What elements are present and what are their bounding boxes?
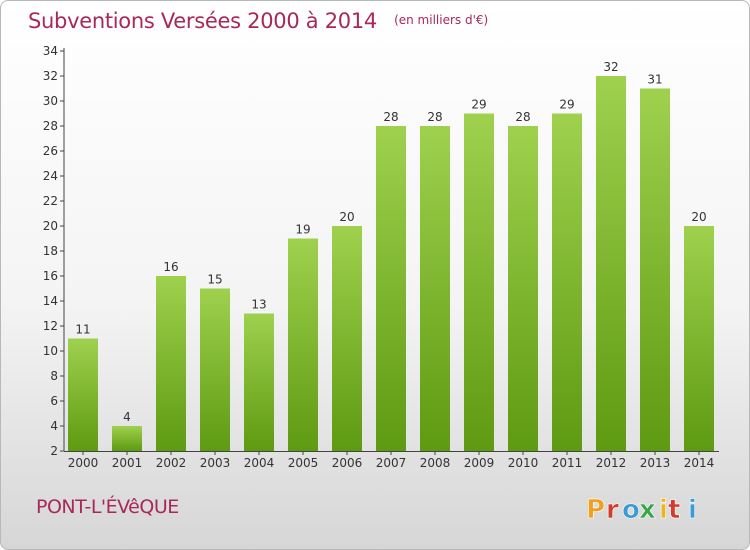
bar-2007: [376, 126, 406, 451]
y-tick-label-16: 16: [43, 269, 58, 283]
svg-text:r: r: [606, 495, 619, 525]
y-tick-label-24: 24: [43, 169, 58, 183]
y-tick-label-32: 32: [43, 69, 58, 83]
bar-2011: [552, 113, 582, 451]
value-label-2005: 19: [295, 223, 310, 237]
bar-2000: [68, 338, 98, 451]
bar-2006: [332, 226, 362, 451]
x-tick-label-2003: 2003: [200, 456, 231, 470]
chart-subtitle: (en milliers d'€): [394, 13, 489, 27]
place-name: PONT-L'ÉVêQUE: [36, 496, 179, 518]
bar-2003: [200, 288, 230, 451]
svg-text:P: P: [586, 495, 605, 525]
y-tick-label-2: 2: [50, 444, 58, 458]
y-tick-label-8: 8: [50, 369, 58, 383]
bar-2002: [156, 276, 186, 451]
x-tick-label-2006: 2006: [332, 456, 363, 470]
y-tick-label-26: 26: [43, 144, 58, 158]
bar-2005: [288, 238, 318, 451]
x-tick-label-2002: 2002: [156, 456, 187, 470]
svg-text:i: i: [688, 495, 697, 525]
x-tick-label-2000: 2000: [68, 456, 99, 470]
value-label-2006: 20: [339, 210, 354, 224]
x-tick-label-2007: 2007: [376, 456, 407, 470]
y-tick-label-6: 6: [50, 394, 58, 408]
y-tick-label-14: 14: [43, 294, 58, 308]
value-label-2011: 29: [559, 98, 574, 112]
bar-2001: [112, 426, 142, 451]
bar-2014: [684, 226, 714, 451]
value-label-2001: 4: [123, 410, 131, 424]
y-tick-label-10: 10: [43, 344, 58, 358]
value-label-2000: 11: [75, 323, 90, 337]
x-tick-label-2008: 2008: [420, 456, 451, 470]
title-block: Subventions Versées 2000 à 2014 (en mill…: [28, 9, 488, 33]
bar-2004: [244, 313, 274, 451]
bar-2008: [420, 126, 450, 451]
bar-2010: [508, 126, 538, 451]
x-tick-label-2010: 2010: [508, 456, 539, 470]
value-label-2002: 16: [163, 260, 178, 274]
svg-text:t: t: [668, 495, 680, 525]
y-tick-label-30: 30: [43, 94, 58, 108]
value-label-2012: 32: [603, 60, 618, 74]
x-tick-label-2011: 2011: [552, 456, 583, 470]
y-tick-label-28: 28: [43, 119, 58, 133]
value-label-2009: 29: [471, 98, 486, 112]
value-label-2007: 28: [383, 110, 398, 124]
y-tick-label-20: 20: [43, 219, 58, 233]
chart-title: Subventions Versées 2000 à 2014: [28, 9, 377, 33]
axis-layer: 2000 2001 2002 2003 2004 2005 2006 2007 2008 2009…: [43, 44, 719, 470]
svg-text:o: o: [622, 495, 640, 525]
x-tick-label-2013: 2013: [640, 456, 671, 470]
value-label-2008: 28: [427, 110, 442, 124]
y-tick-label-4: 4: [50, 419, 58, 433]
y-tick-label-12: 12: [43, 319, 58, 333]
value-label-2014: 20: [691, 210, 706, 224]
x-tick-label-2001: 2001: [112, 456, 143, 470]
value-label-2013: 31: [647, 73, 662, 87]
x-tick-label-2009: 2009: [464, 456, 495, 470]
value-label-2003: 15: [207, 273, 222, 287]
y-tick-label-34: 34: [43, 44, 58, 58]
bar-2013: [640, 88, 670, 451]
svg-text:x: x: [639, 495, 656, 525]
bars-layer: 11 4 16 15 13 19 20 28 28 29 28 29 32 31 20: [68, 60, 714, 451]
bar-2009: [464, 113, 494, 451]
bar-2012: [596, 76, 626, 451]
svg-text:i: i: [659, 495, 668, 525]
y-tick-label-22: 22: [43, 194, 58, 208]
x-tick-label-2004: 2004: [244, 456, 275, 470]
value-label-2010: 28: [515, 110, 530, 124]
x-tick-label-2005: 2005: [288, 456, 319, 470]
value-label-2004: 13: [251, 298, 266, 312]
x-tick-label-2014: 2014: [684, 456, 715, 470]
y-tick-label-18: 18: [43, 244, 58, 258]
x-tick-label-2012: 2012: [596, 456, 627, 470]
